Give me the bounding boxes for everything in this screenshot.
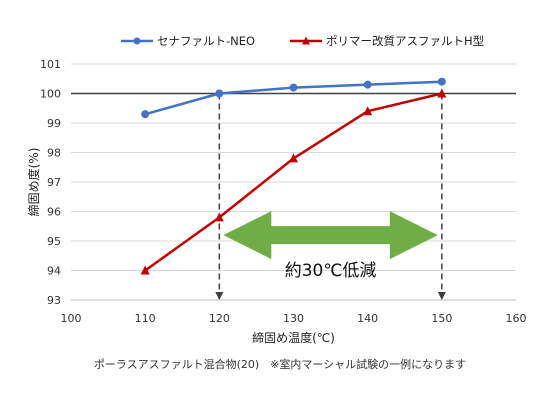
x-axis-title: 締固め温度(℃) (252, 330, 335, 345)
reduction-label: 約30℃低減 (285, 261, 377, 281)
footnote-text: ポーラスアスファルト混合物(20) ※室内マーシャル試験の一例になります (94, 357, 466, 371)
y-tick-label-98: 98 (47, 147, 61, 160)
annotation-layer: 約30℃低減 (215, 93, 446, 300)
dashed-guide-arrowhead-150 (437, 292, 446, 300)
x-tick-label-130: 130 (283, 312, 304, 325)
series-1-point-110 (141, 110, 150, 119)
x-tick-label-120: 120 (209, 312, 230, 325)
series-2-point-120 (214, 212, 224, 222)
legend-label-2: ポリマー改質アスファルトH型 (326, 34, 484, 48)
x-tick-label-150: 150 (431, 312, 452, 325)
reduction-double-arrow (223, 211, 438, 260)
series-1-point-140 (363, 80, 372, 89)
y-tick-label-95: 95 (47, 235, 61, 248)
x-tick-label-160: 160 (506, 312, 527, 325)
x-tick-label-110: 110 (135, 312, 156, 325)
x-tick-label-140: 140 (357, 312, 378, 325)
dashed-guide-arrowhead-120 (215, 292, 224, 300)
y-tick-label-99: 99 (47, 117, 61, 130)
y-tick-label-101: 101 (40, 58, 61, 71)
y-tick-label-100: 100 (40, 88, 61, 101)
y-tick-label-94: 94 (47, 265, 61, 278)
y-tick-label-93: 93 (47, 294, 61, 307)
axis-layer: 93 94 95 96 97 98 99 100 101 100 110 120 130 140 150 16… (26, 58, 527, 371)
series-layer (140, 77, 447, 275)
legend: セナファルト-NEO ポリマー改質アスファルトH型 (121, 34, 484, 48)
series-1-point-130 (289, 83, 298, 92)
legend-marker-2 (302, 36, 310, 45)
series-2-point-150 (437, 88, 447, 98)
series-2-point-130 (289, 153, 298, 163)
y-tick-label-97: 97 (47, 176, 61, 189)
legend-label-1: セナファルト-NEO (157, 34, 255, 48)
legend-marker-1 (133, 37, 141, 45)
y-tick-label-96: 96 (47, 206, 61, 219)
series-2-point-140 (363, 106, 373, 116)
series-1-point-150 (437, 77, 446, 86)
series-2-point-110 (140, 265, 150, 275)
series-1-point-120 (215, 89, 224, 98)
y-axis-title: 締固め度(%) (26, 148, 41, 217)
x-tick-label-100: 100 (61, 312, 82, 325)
